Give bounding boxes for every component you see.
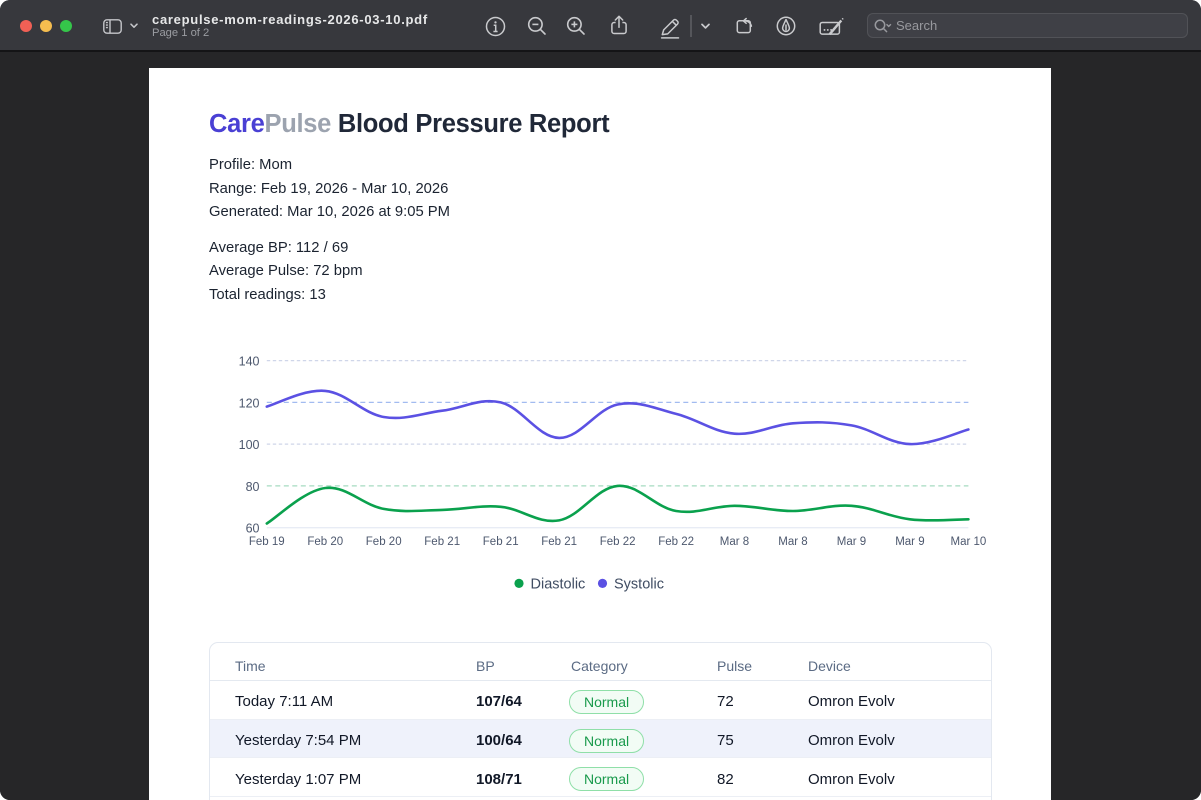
svg-text:60: 60	[246, 522, 260, 536]
svg-text:Feb 19: Feb 19	[249, 536, 285, 548]
svg-text:Systolic: Systolic	[614, 576, 664, 592]
svg-text:Mar 10: Mar 10	[951, 536, 987, 548]
svg-text:Feb 20: Feb 20	[307, 536, 343, 548]
svg-text:80: 80	[246, 480, 260, 494]
svg-text:Feb 22: Feb 22	[600, 536, 636, 548]
svg-text:Feb 21: Feb 21	[541, 536, 577, 548]
svg-text:Diastolic: Diastolic	[531, 576, 586, 592]
svg-text:100: 100	[239, 438, 260, 452]
svg-text:120: 120	[239, 396, 260, 410]
svg-text:Feb 21: Feb 21	[424, 536, 460, 548]
svg-text:Mar 8: Mar 8	[778, 536, 807, 548]
svg-text:Feb 20: Feb 20	[366, 536, 402, 548]
svg-text:Feb 22: Feb 22	[658, 536, 694, 548]
svg-text:Mar 9: Mar 9	[837, 536, 866, 548]
svg-text:Mar 9: Mar 9	[895, 536, 924, 548]
svg-text:Mar 8: Mar 8	[720, 536, 749, 548]
svg-text:140: 140	[239, 355, 260, 369]
svg-text:Feb 21: Feb 21	[483, 536, 519, 548]
